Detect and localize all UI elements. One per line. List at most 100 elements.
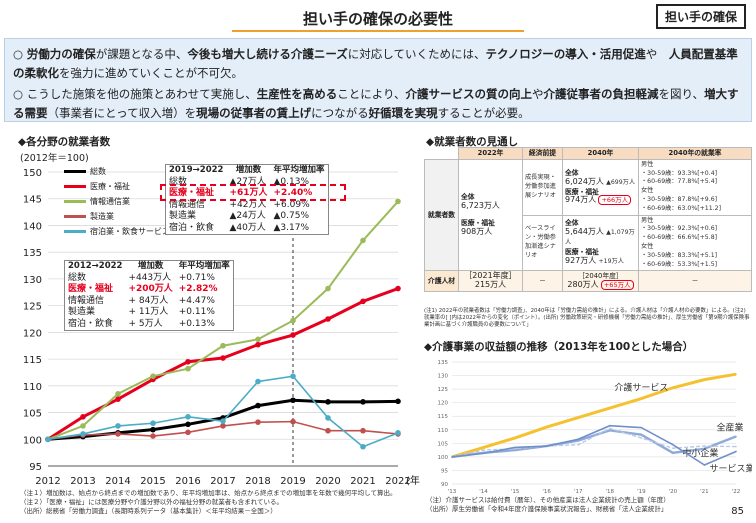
info-cell: 情報通信 (169, 199, 206, 210)
data-point (640, 426, 643, 429)
legend-swatch (64, 170, 86, 173)
info-cell: + 11万人 (128, 307, 169, 317)
data-point (290, 373, 296, 379)
data-point (703, 464, 706, 466)
summary-text-part: を図り、 (658, 87, 705, 101)
data-point (608, 427, 611, 430)
care-revenue-chart: ◆介護事業の収益額の推移（2013年を100とした場合） 90 95 100 105 11… (424, 340, 752, 495)
summary-text-part: に対応していくためには、 (347, 47, 486, 61)
data-point (395, 398, 401, 405)
data-point (640, 437, 643, 439)
x-tick-label: '16 (542, 489, 551, 495)
data-point (735, 435, 737, 438)
summary-text-part: 生産性を高める (256, 87, 338, 101)
legend-label: 医療・福祉 (90, 182, 130, 191)
legend-item: 医療・福祉 (64, 179, 178, 194)
data-point (220, 423, 226, 429)
data-point (115, 396, 121, 402)
summary-text-part: （事業者にとって収入増）を (47, 106, 197, 120)
x-tick-label: 2012 (35, 476, 60, 487)
legend-label: 宿泊業・飲食サービス業 (90, 227, 178, 236)
data-point (220, 418, 226, 424)
data-point (115, 391, 121, 397)
data-point (360, 298, 366, 305)
info-cell: +0.13% (178, 318, 215, 329)
x-tick-label: 2018 (245, 476, 270, 487)
data-point (514, 446, 516, 449)
summary-text-part: 増大する需要 (13, 87, 739, 120)
info-cell: ▲0.75% (273, 211, 310, 221)
info-row: 情報通信 +42万人 +6.09% (166, 200, 328, 212)
data-point (703, 445, 706, 447)
summary-text-part: 介護サービスの質の向上 (405, 87, 533, 101)
y-tick-label: 140 (23, 221, 42, 232)
series-label: 介護サービス (614, 382, 668, 394)
info-cell: +200万人 (128, 284, 173, 294)
data-point (451, 456, 453, 458)
x-tick-label: 2016 (175, 476, 200, 487)
rate-s2: 男性 ・30-59歳：92.3%[+0.6] ・60-69歳：66.6%[+5.… (638, 214, 752, 272)
legend-label: 情報通信業 (90, 197, 130, 206)
data-point (150, 426, 156, 433)
info-cell: +0.71% (178, 272, 215, 283)
legend-item: 製造業 (64, 209, 178, 224)
data-point (325, 285, 331, 292)
left-unit-label: (2012年＝100) (20, 153, 89, 164)
legend-item: 宿泊業・飲食サービス業 (64, 224, 178, 239)
col-2040-rate: 2040年の就業率 (638, 147, 752, 160)
data-point (735, 450, 737, 453)
cell-2040-s2: 全体 5,644万人 ▲1,079万人 医療・福祉 927万人 +19万人 (562, 214, 639, 272)
data-point (735, 373, 737, 375)
data-point (640, 397, 643, 400)
info-cell: ▲3.17% (273, 222, 310, 233)
x-tick-label: '21 (700, 489, 709, 495)
data-point (577, 439, 580, 442)
data-point (115, 431, 121, 437)
y-tick-label: 115 (438, 414, 449, 420)
x-tick-label: 2020 (315, 476, 340, 487)
info-row: 総数 +443万人 +0.71% (65, 273, 233, 285)
y-tick-label: 110 (438, 428, 449, 434)
data-point (325, 399, 331, 405)
x-tick-label: 2021 (350, 476, 375, 487)
data-point (255, 336, 261, 343)
y-tick-label: 130 (23, 275, 42, 286)
data-point (577, 438, 580, 441)
info-box-2012-2022: 2012→2022 増加数 年平均増加率 総数 +443万人 +0.71% 医療・福祉 +20… (64, 260, 234, 331)
legend-label: 製造業 (90, 212, 114, 221)
info-row: 医療・福祉 +61万人 +2.40% (166, 188, 328, 200)
info-header: 増加数 (137, 261, 164, 271)
summary-text-part: テクノロジーの導入・活用促進 (485, 47, 646, 61)
y-tick-label: 90 (441, 482, 448, 488)
data-point (482, 446, 485, 449)
info-cell: +4.47% (178, 295, 215, 306)
data-point (325, 427, 331, 434)
data-point (255, 419, 261, 425)
data-point (545, 426, 548, 428)
info-cell: ▲40万人 (229, 222, 266, 233)
info-cell: 製造業 (169, 211, 197, 221)
info-cell: 宿泊・飲食 (68, 318, 114, 329)
y-tick-label: 135 (438, 360, 449, 366)
y-tick-label: 120 (23, 328, 42, 339)
data-point (45, 436, 51, 443)
legend-item: 総数 (64, 164, 178, 179)
data-point (672, 386, 674, 389)
info-cell: +61万人 (229, 188, 268, 198)
info-cell: 宿泊・飲食 (169, 222, 215, 233)
data-point (735, 445, 737, 448)
scenario-2: ベースライン・労働参加漸進シナリオ (522, 214, 563, 272)
info-cell: ▲24万人 (229, 211, 266, 221)
data-point (514, 447, 516, 450)
summary-text-part: 現場の従事者の賃上げ (196, 106, 312, 120)
x-tick-label: 2022 (385, 476, 410, 487)
info-header: 年平均増加率 (178, 261, 230, 271)
y-tick-label: 100 (23, 435, 42, 446)
summary-text-part: 労働力の確保 (26, 47, 96, 61)
data-point (325, 415, 331, 421)
x-tick-label: '18 (606, 489, 615, 495)
data-point (290, 332, 296, 338)
rate-s1: 男性 ・30-59歳：93.3%[+0.4] ・60-69歳：77.8%[+5.… (638, 158, 752, 216)
x-tick-label: 2014 (105, 476, 130, 487)
info-cell: +6.09% (273, 199, 310, 210)
